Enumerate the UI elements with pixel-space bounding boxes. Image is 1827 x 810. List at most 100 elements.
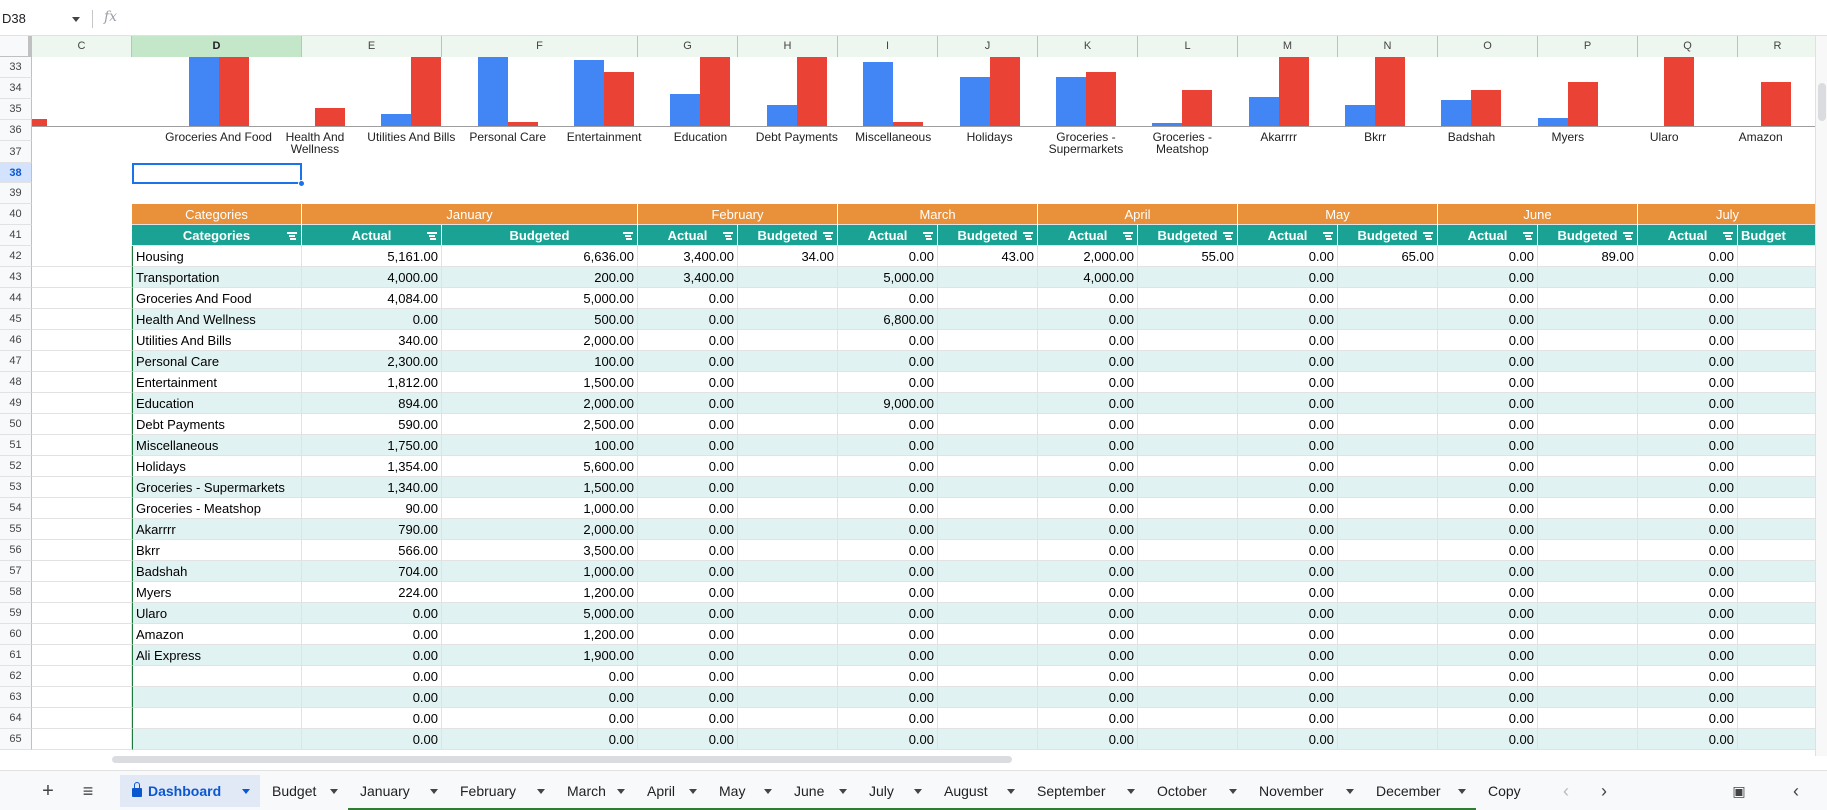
value-mar-b[interactable]: [938, 372, 1038, 393]
value-may-a[interactable]: 0.00: [1238, 456, 1338, 477]
subheader-actual[interactable]: Actual: [1638, 225, 1738, 246]
value-jun-a[interactable]: 0.00: [1438, 708, 1538, 729]
value-mar-b[interactable]: 43.00: [938, 246, 1038, 267]
value-may-a[interactable]: 0.00: [1238, 561, 1338, 582]
empty-cell[interactable]: [1738, 288, 1815, 309]
subheader-actual[interactable]: Actual: [1238, 225, 1338, 246]
horizontal-scroll-thumb[interactable]: [112, 756, 1012, 763]
row-header-55[interactable]: 55: [0, 519, 32, 540]
sheet-tab-february[interactable]: February: [448, 775, 555, 810]
empty-cell[interactable]: [1738, 477, 1815, 498]
empty-cell[interactable]: [32, 498, 132, 519]
value-jan-b[interactable]: 500.00: [442, 309, 638, 330]
value-jan-b[interactable]: 1,500.00: [442, 372, 638, 393]
value-mar-a[interactable]: 0.00: [838, 729, 938, 750]
category-name[interactable]: Utilities And Bills: [132, 330, 302, 351]
value-may-b[interactable]: [1338, 561, 1438, 582]
value-jan-a[interactable]: 1,812.00: [302, 372, 442, 393]
value-jan-a[interactable]: 2,300.00: [302, 351, 442, 372]
value-may-b[interactable]: [1338, 393, 1438, 414]
row-header-60[interactable]: 60: [0, 624, 32, 645]
filter-icon[interactable]: [427, 232, 437, 240]
value-jun-a[interactable]: 0.00: [1438, 729, 1538, 750]
value-jan-a[interactable]: 0.00: [302, 603, 442, 624]
chevron-down-icon[interactable]: [1007, 789, 1015, 794]
add-sheet-icon[interactable]: +: [42, 780, 54, 802]
value-jul-a[interactable]: 0.00: [1638, 561, 1738, 582]
value-mar-a[interactable]: 0.00: [838, 288, 938, 309]
filter-icon[interactable]: [1323, 232, 1333, 240]
value-feb-b[interactable]: [738, 477, 838, 498]
category-name[interactable]: Groceries And Food: [132, 288, 302, 309]
row-header-44[interactable]: 44: [0, 288, 32, 309]
empty-cell[interactable]: [1738, 624, 1815, 645]
value-mar-b[interactable]: [938, 288, 1038, 309]
value-jul-a[interactable]: 0.00: [1638, 435, 1738, 456]
category-name[interactable]: Personal Care: [132, 351, 302, 372]
value-may-a[interactable]: 0.00: [1238, 372, 1338, 393]
value-may-a[interactable]: 0.00: [1238, 687, 1338, 708]
value-may-b[interactable]: 65.00: [1338, 246, 1438, 267]
chevron-down-icon[interactable]: [764, 789, 772, 794]
value-jan-b[interactable]: 0.00: [442, 708, 638, 729]
value-apr-b[interactable]: [1138, 267, 1238, 288]
value-mar-b[interactable]: [938, 729, 1038, 750]
value-feb-a[interactable]: 0.00: [638, 687, 738, 708]
value-feb-a[interactable]: 0.00: [638, 288, 738, 309]
value-jun-b[interactable]: [1538, 708, 1638, 729]
value-mar-b[interactable]: [938, 330, 1038, 351]
value-jul-a[interactable]: 0.00: [1638, 309, 1738, 330]
value-feb-b[interactable]: [738, 582, 838, 603]
value-mar-a[interactable]: 5,000.00: [838, 267, 938, 288]
value-may-b[interactable]: [1338, 519, 1438, 540]
category-name[interactable]: Akarrrr: [132, 519, 302, 540]
value-jan-a[interactable]: 894.00: [302, 393, 442, 414]
value-feb-b[interactable]: [738, 561, 838, 582]
value-mar-b[interactable]: [938, 603, 1038, 624]
horizontal-scrollbar[interactable]: [32, 754, 1815, 764]
value-feb-a[interactable]: 0.00: [638, 435, 738, 456]
value-mar-a[interactable]: 0.00: [838, 561, 938, 582]
row-header-47[interactable]: 47: [0, 351, 32, 372]
empty-cell[interactable]: [1738, 435, 1815, 456]
value-jul-a[interactable]: 0.00: [1638, 624, 1738, 645]
value-jun-a[interactable]: 0.00: [1438, 519, 1538, 540]
value-jul-a[interactable]: 0.00: [1638, 666, 1738, 687]
value-apr-a[interactable]: 0.00: [1038, 519, 1138, 540]
value-jun-a[interactable]: 0.00: [1438, 414, 1538, 435]
bar-budgeted-2[interactable]: [314, 107, 345, 126]
value-jun-a[interactable]: 0.00: [1438, 435, 1538, 456]
value-jan-a[interactable]: 4,084.00: [302, 288, 442, 309]
empty-cell[interactable]: [32, 372, 132, 393]
value-mar-a[interactable]: 9,000.00: [838, 393, 938, 414]
value-jul-a[interactable]: 0.00: [1638, 687, 1738, 708]
value-jun-b[interactable]: [1538, 351, 1638, 372]
value-jun-a[interactable]: 0.00: [1438, 456, 1538, 477]
value-jun-a[interactable]: 0.00: [1438, 540, 1538, 561]
value-mar-a[interactable]: 0.00: [838, 687, 938, 708]
value-apr-b[interactable]: [1138, 477, 1238, 498]
value-jun-b[interactable]: [1538, 624, 1638, 645]
value-may-b[interactable]: [1338, 477, 1438, 498]
value-jun-b[interactable]: [1538, 435, 1638, 456]
chevron-down-icon[interactable]: [1458, 789, 1466, 794]
bar-budgeted-14[interactable]: [1471, 89, 1502, 126]
row-header-34[interactable]: 34: [0, 78, 32, 99]
value-jan-a[interactable]: 5,161.00: [302, 246, 442, 267]
value-jul-a[interactable]: 0.00: [1638, 393, 1738, 414]
value-may-a[interactable]: 0.00: [1238, 288, 1338, 309]
value-jun-b[interactable]: [1538, 519, 1638, 540]
value-jun-a[interactable]: 0.00: [1438, 603, 1538, 624]
value-jan-b[interactable]: 2,000.00: [442, 330, 638, 351]
bar-budgeted-8[interactable]: [893, 122, 924, 126]
row-header-49[interactable]: 49: [0, 393, 32, 414]
empty-cell[interactable]: [32, 561, 132, 582]
subheader-categories[interactable]: Categories: [132, 225, 302, 246]
value-feb-b[interactable]: [738, 603, 838, 624]
category-name[interactable]: Ularo: [132, 603, 302, 624]
bar-actual-12[interactable]: [1248, 97, 1279, 126]
value-feb-b[interactable]: [738, 540, 838, 561]
value-may-a[interactable]: 0.00: [1238, 708, 1338, 729]
value-jun-b[interactable]: [1538, 267, 1638, 288]
empty-cell[interactable]: [32, 351, 132, 372]
